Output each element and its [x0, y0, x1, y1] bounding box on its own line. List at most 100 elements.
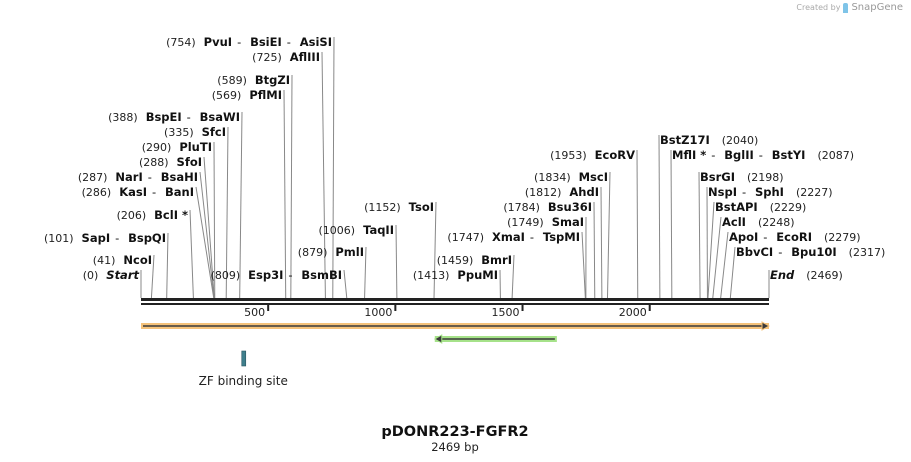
site-position: (1747): [447, 231, 484, 244]
site-connector: [332, 36, 335, 299]
site-position: (1152): [364, 201, 401, 214]
site-position: (2279): [824, 231, 861, 244]
enzyme-name: MflI *: [672, 148, 706, 162]
site-position: (286): [82, 186, 112, 199]
site-label[interactable]: (286) KasI - BanI: [82, 185, 194, 199]
enzyme-name: BsrGI: [700, 170, 735, 184]
site-position: (287): [78, 171, 108, 184]
zf-binding-site[interactable]: ZF binding site: [199, 350, 288, 388]
site-label[interactable]: (569) PflMI: [212, 88, 282, 102]
site-label[interactable]: ApoI - EcoRI (2279): [729, 230, 861, 244]
site-label[interactable]: AclI (2248): [722, 215, 795, 229]
enzyme-name: BtgZI: [255, 73, 290, 87]
site-position: (0): [83, 269, 99, 282]
site-connector: [195, 186, 215, 299]
site-label[interactable]: (1953) EcoRV: [550, 148, 635, 162]
site-label[interactable]: BsrGI (2198): [700, 170, 784, 184]
site-position: (2317): [849, 246, 886, 259]
enzyme-name: BanI: [165, 185, 194, 199]
backbone-strand-bottom: [141, 303, 769, 305]
enzyme-name: MscI: [579, 170, 608, 184]
tick-label: 500: [244, 306, 265, 319]
orange-arrow[interactable]: [141, 321, 771, 331]
credit-prefix: Created by: [796, 3, 841, 12]
site-label[interactable]: (1749) SmaI: [507, 215, 584, 229]
enzyme-name: SmaI: [552, 215, 584, 229]
site-position: (335): [164, 126, 194, 139]
site-label[interactable]: (287) NarI - BsaHI: [78, 170, 198, 184]
site-position: (290): [142, 141, 172, 154]
site-label[interactable]: (1747) XmaI - TspMI: [447, 230, 580, 244]
enzyme-name: XmaI: [492, 230, 525, 244]
site-label[interactable]: End (2469): [770, 268, 843, 282]
site-position: (754): [166, 36, 196, 49]
site-label[interactable]: NspI - SphI (2227): [708, 185, 833, 199]
site-label[interactable]: BbvCI - Bpu10I (2317): [736, 245, 885, 259]
green-arrow[interactable]: [433, 334, 557, 344]
site-position: (2087): [817, 149, 854, 162]
enzyme-separator: -: [287, 35, 291, 49]
enzyme-name: NspI: [708, 185, 737, 199]
site-label[interactable]: (1152) TsoI: [364, 200, 434, 214]
enzyme-name: BsmBI: [301, 268, 342, 282]
site-connector: [395, 224, 398, 299]
enzyme-name: Bpu10I: [791, 245, 836, 259]
enzyme-separator: -: [763, 230, 767, 244]
site-connector: [364, 246, 367, 299]
enzyme-separator: -: [711, 148, 715, 162]
site-label[interactable]: (1006) TaqII: [319, 223, 394, 237]
site-label[interactable]: (1459) BmrI: [437, 253, 512, 267]
site-connector: [670, 149, 673, 299]
site-label[interactable]: (335) SfcI: [164, 125, 226, 139]
enzyme-separator: -: [148, 170, 152, 184]
site-label[interactable]: (1834) MscI: [534, 170, 608, 184]
enzyme-name: BmrI: [481, 253, 512, 267]
snapgene-logo-icon: [843, 2, 849, 13]
tick-mark: [521, 305, 524, 311]
site-label[interactable]: BstZ17I (2040): [660, 133, 758, 147]
site-connector: [636, 149, 639, 299]
sequence-backbone: [141, 298, 769, 305]
site-label[interactable]: (754) PvuI - BsiEI - AsiSI: [166, 35, 332, 49]
site-position: (2227): [796, 186, 833, 199]
site-label[interactable]: (879) PmlI: [298, 245, 364, 259]
site-connector: [203, 156, 215, 299]
enzyme-name: Start: [106, 268, 139, 282]
enzyme-separator: -: [742, 185, 746, 199]
enzyme-name: NarI: [115, 170, 142, 184]
site-position: (809): [211, 269, 241, 282]
map-length: 2469 bp: [431, 440, 479, 454]
site-label[interactable]: (101) SapI - BspQI: [44, 231, 166, 245]
enzyme-name: PflMI: [249, 88, 282, 102]
site-label[interactable]: (1784) Bsu36I: [503, 200, 592, 214]
site-position: (41): [93, 254, 116, 267]
site-connector: [600, 186, 603, 299]
site-label[interactable]: MflI * - BglII - BstYI (2087): [672, 148, 854, 162]
enzyme-name: PmlI: [335, 245, 364, 259]
enzyme-name: PpuMI: [457, 268, 498, 282]
site-label[interactable]: (809) Esp3I - BsmBI: [211, 268, 342, 282]
enzyme-name: End: [770, 268, 795, 282]
site-label[interactable]: (0) Start: [83, 268, 140, 282]
site-label[interactable]: BstAPI (2229): [715, 200, 806, 214]
site-connector: [720, 231, 729, 299]
enzyme-name: AclI: [722, 215, 746, 229]
site-position: (2229): [770, 201, 807, 214]
arrow-head-icon: [433, 334, 443, 344]
site-label[interactable]: (206) BclI *: [117, 208, 188, 222]
site-label[interactable]: (288) SfoI: [139, 155, 202, 169]
zf-site-label: ZF binding site: [199, 374, 288, 388]
site-label[interactable]: (589) BtgZI: [217, 73, 290, 87]
site-label[interactable]: (1812) AhdI: [525, 185, 599, 199]
site-label[interactable]: (41) NcoI: [93, 253, 152, 267]
enzyme-separator: -: [187, 110, 191, 124]
site-label[interactable]: (725) AflIII: [252, 50, 320, 64]
enzyme-name: AflIII: [290, 50, 320, 64]
site-label[interactable]: (388) BspEI - BsaWI: [108, 110, 240, 124]
site-position: (1459): [437, 254, 474, 267]
tick-mark: [648, 305, 651, 311]
site-label[interactable]: (1413) PpuMI: [413, 268, 498, 282]
enzyme-name: NcoI: [123, 253, 152, 267]
enzyme-separator: -: [237, 35, 241, 49]
site-label[interactable]: (290) PluTI: [142, 140, 212, 154]
